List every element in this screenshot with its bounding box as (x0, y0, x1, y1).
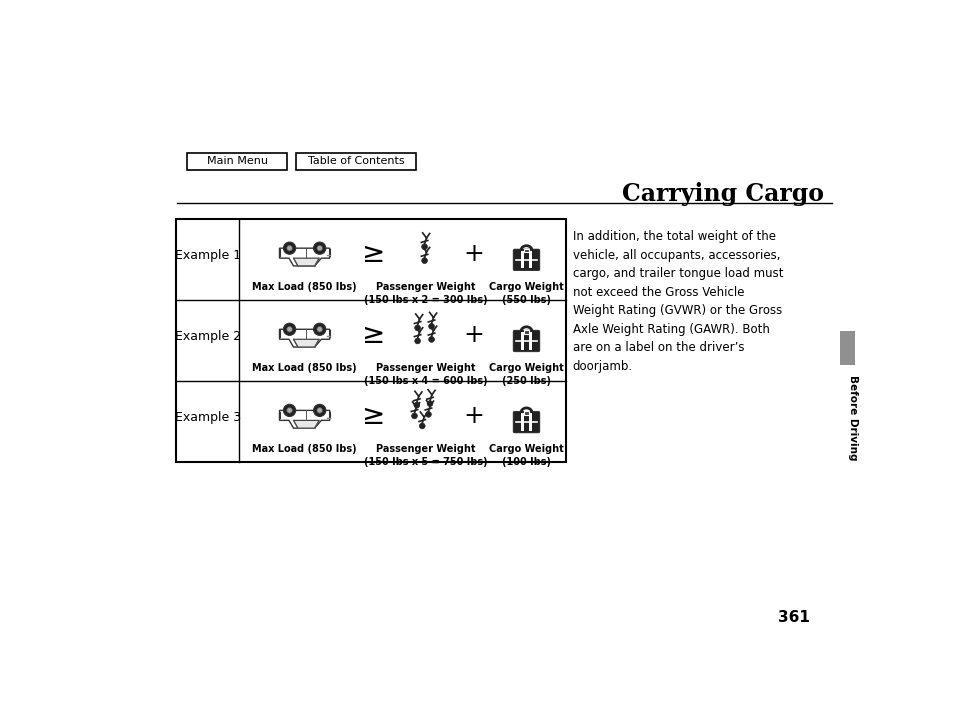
Text: Max Load (850 lbs): Max Load (850 lbs) (252, 444, 356, 454)
Polygon shape (294, 420, 319, 428)
Circle shape (283, 405, 295, 416)
Text: Passenger Weight
(150 lbs x 5 = 750 lbs): Passenger Weight (150 lbs x 5 = 750 lbs) (363, 444, 487, 467)
Bar (295, 153, 416, 169)
FancyBboxPatch shape (513, 330, 539, 352)
Circle shape (287, 408, 292, 413)
Bar (523, 330, 528, 333)
Text: ≥: ≥ (361, 240, 384, 268)
Text: In addition, the total weight of the
vehicle, all occupants, accessories,
cargo,: In addition, the total weight of the veh… (572, 230, 782, 373)
Bar (187, 153, 286, 169)
Circle shape (427, 401, 433, 407)
Circle shape (415, 325, 420, 330)
Circle shape (316, 326, 322, 332)
Text: Max Load (850 lbs): Max Load (850 lbs) (252, 363, 356, 373)
Circle shape (425, 412, 431, 417)
Text: Max Load (850 lbs): Max Load (850 lbs) (252, 282, 356, 292)
Circle shape (316, 246, 322, 251)
Polygon shape (279, 410, 330, 428)
Bar (520, 333, 523, 350)
Text: +: + (463, 323, 484, 347)
Polygon shape (279, 248, 330, 266)
Text: +: + (463, 404, 484, 428)
Text: ≥: ≥ (361, 321, 384, 348)
Text: Main Menu: Main Menu (207, 156, 267, 166)
Circle shape (414, 402, 419, 408)
Circle shape (283, 242, 295, 254)
Text: Before Driving: Before Driving (847, 374, 858, 460)
Circle shape (314, 242, 326, 254)
Bar (840, 331, 855, 365)
Bar (523, 411, 528, 415)
Bar (523, 249, 528, 253)
Text: Carrying Cargo: Carrying Cargo (622, 182, 823, 206)
Circle shape (411, 413, 416, 419)
Bar (175, 219, 565, 462)
Text: Cargo Weight
(550 lbs): Cargo Weight (550 lbs) (489, 282, 563, 305)
Text: ≥: ≥ (361, 402, 384, 430)
Circle shape (314, 405, 326, 416)
Polygon shape (279, 329, 330, 347)
Circle shape (283, 323, 295, 336)
Text: Example 3: Example 3 (174, 411, 240, 424)
FancyBboxPatch shape (513, 249, 539, 271)
Polygon shape (294, 339, 319, 347)
Bar (520, 251, 523, 269)
Text: Cargo Weight
(100 lbs): Cargo Weight (100 lbs) (489, 444, 563, 467)
Text: Passenger Weight
(150 lbs x 4 = 600 lbs): Passenger Weight (150 lbs x 4 = 600 lbs) (363, 363, 487, 386)
Bar (529, 251, 532, 269)
FancyBboxPatch shape (513, 411, 539, 433)
Text: Example 1: Example 1 (174, 249, 240, 262)
Text: Passenger Weight
(150 lbs x 2 = 300 lbs): Passenger Weight (150 lbs x 2 = 300 lbs) (363, 282, 487, 305)
Circle shape (415, 338, 420, 344)
Text: Cargo Weight
(250 lbs): Cargo Weight (250 lbs) (489, 363, 563, 386)
Circle shape (428, 323, 434, 329)
Circle shape (419, 423, 425, 429)
Circle shape (421, 258, 427, 264)
Circle shape (314, 323, 326, 336)
Circle shape (287, 326, 292, 332)
Bar (520, 413, 523, 431)
Circle shape (316, 408, 322, 413)
Text: +: + (463, 242, 484, 266)
Circle shape (421, 244, 427, 250)
Bar (529, 413, 532, 431)
Bar (529, 333, 532, 350)
Text: Table of Contents: Table of Contents (308, 156, 404, 166)
Circle shape (428, 337, 434, 342)
Text: Example 2: Example 2 (174, 330, 240, 343)
Polygon shape (294, 258, 319, 266)
Text: 361: 361 (777, 610, 808, 625)
Circle shape (287, 246, 292, 251)
